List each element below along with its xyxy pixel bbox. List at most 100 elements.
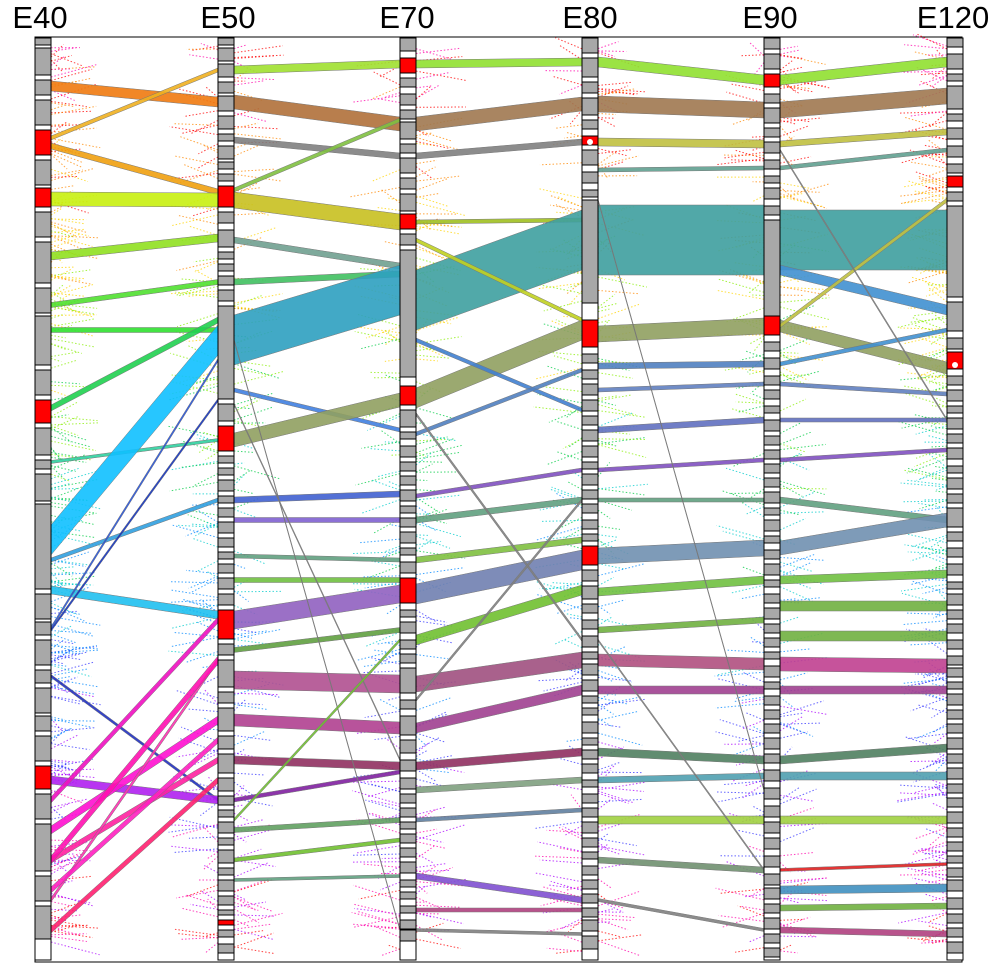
dotted-flow xyxy=(564,639,583,649)
dotted-flow xyxy=(779,731,808,739)
cluster-node xyxy=(763,855,781,868)
dotted-flow xyxy=(181,907,219,918)
cluster-node xyxy=(34,37,52,46)
dotted-flow xyxy=(385,738,401,749)
dotted-flow xyxy=(553,355,583,365)
cluster-node xyxy=(946,507,964,528)
dotted-flow xyxy=(415,924,443,941)
dotted-flow xyxy=(50,933,87,936)
cluster-node xyxy=(581,821,599,834)
dotted-flow xyxy=(50,646,78,662)
dotted-flow xyxy=(779,715,804,732)
dotted-flow xyxy=(930,200,948,205)
dotted-flow xyxy=(749,370,765,375)
dotted-flow xyxy=(934,386,948,392)
dotted-flow xyxy=(897,420,948,436)
dotted-flow xyxy=(549,783,583,791)
cluster-node xyxy=(946,85,964,110)
dotted-flow xyxy=(233,628,256,633)
dotted-flow xyxy=(233,848,262,859)
dotted-flow xyxy=(415,841,447,849)
dotted-flow xyxy=(415,451,427,458)
dotted-flow xyxy=(200,801,219,816)
flow-band xyxy=(233,627,401,653)
cluster-node-highlight xyxy=(217,609,235,640)
dotted-flow xyxy=(779,897,800,904)
dotted-flow xyxy=(233,168,275,173)
dotted-flow xyxy=(372,169,401,182)
dotted-flow xyxy=(415,136,459,151)
stage-label-e50: E50 xyxy=(200,0,256,35)
dotted-flow xyxy=(597,155,639,167)
stage-column xyxy=(34,37,52,961)
cluster-node xyxy=(946,547,964,558)
dotted-flow xyxy=(545,451,583,466)
dotted-flow xyxy=(779,60,793,71)
dotted-flow xyxy=(183,598,219,612)
dotted-flow xyxy=(597,893,611,903)
dotted-flow xyxy=(543,681,583,692)
dotted-flow xyxy=(543,300,583,312)
dotted-flow xyxy=(50,68,70,70)
dotted-flow xyxy=(903,197,948,204)
dotted-flow xyxy=(171,617,219,629)
dotted-flow xyxy=(204,85,219,98)
dotted-flow xyxy=(50,235,83,250)
flow-band-layer xyxy=(50,56,948,938)
dotted-flow xyxy=(779,916,811,928)
dotted-flow xyxy=(920,153,948,157)
dotted-flow xyxy=(569,109,583,125)
cluster-node xyxy=(946,73,964,82)
cluster-node xyxy=(581,679,599,692)
dotted-flow xyxy=(367,415,401,431)
cluster-node xyxy=(763,837,781,850)
flow-band xyxy=(779,87,948,119)
dotted-flow xyxy=(918,367,948,381)
dotted-flow xyxy=(918,552,948,565)
dotted-flow xyxy=(779,483,803,497)
dotted-flow xyxy=(933,563,948,569)
dotted-flow xyxy=(721,912,765,928)
dotted-flow xyxy=(233,367,268,376)
dotted-flow xyxy=(933,381,948,385)
dotted-flow xyxy=(374,925,401,938)
dotted-flow xyxy=(50,900,70,907)
dotted-flow xyxy=(597,52,642,69)
dotted-flow xyxy=(913,413,948,423)
dotted-flow xyxy=(738,735,765,742)
dotted-flow xyxy=(50,343,82,354)
dotted-flow xyxy=(933,465,948,469)
dotted-flow xyxy=(375,652,401,662)
dotted-flow xyxy=(779,68,792,79)
dotted-flow xyxy=(779,892,794,905)
stage-label-e90: E90 xyxy=(742,0,798,35)
dotted-flow xyxy=(233,914,274,917)
dotted-flow xyxy=(918,177,948,189)
dotted-flow xyxy=(233,632,253,639)
dotted-flow xyxy=(50,582,94,586)
dotted-flow xyxy=(370,657,401,665)
dotted-flow xyxy=(900,583,948,592)
dotted-flow xyxy=(50,452,82,458)
dotted-flow xyxy=(233,812,250,822)
cluster-node xyxy=(399,233,417,246)
dotted-flow xyxy=(597,698,646,706)
dotted-flow xyxy=(923,152,948,156)
dotted-flow xyxy=(597,771,643,774)
dotted-flow xyxy=(415,869,450,872)
dotted-flow xyxy=(779,561,812,577)
dotted-flow xyxy=(50,153,83,169)
dotted-flow xyxy=(902,678,948,684)
dotted-flow xyxy=(930,938,948,945)
dotted-flow xyxy=(913,784,948,794)
dotted-flow xyxy=(597,462,611,477)
flow-band xyxy=(233,236,401,270)
cluster-node xyxy=(763,175,781,184)
dotted-flow xyxy=(597,483,648,490)
dotted-flow xyxy=(179,936,219,940)
dotted-flow xyxy=(597,525,621,530)
dotted-flow xyxy=(597,823,623,832)
dotted-flow xyxy=(918,176,948,186)
cluster-node xyxy=(763,519,781,532)
